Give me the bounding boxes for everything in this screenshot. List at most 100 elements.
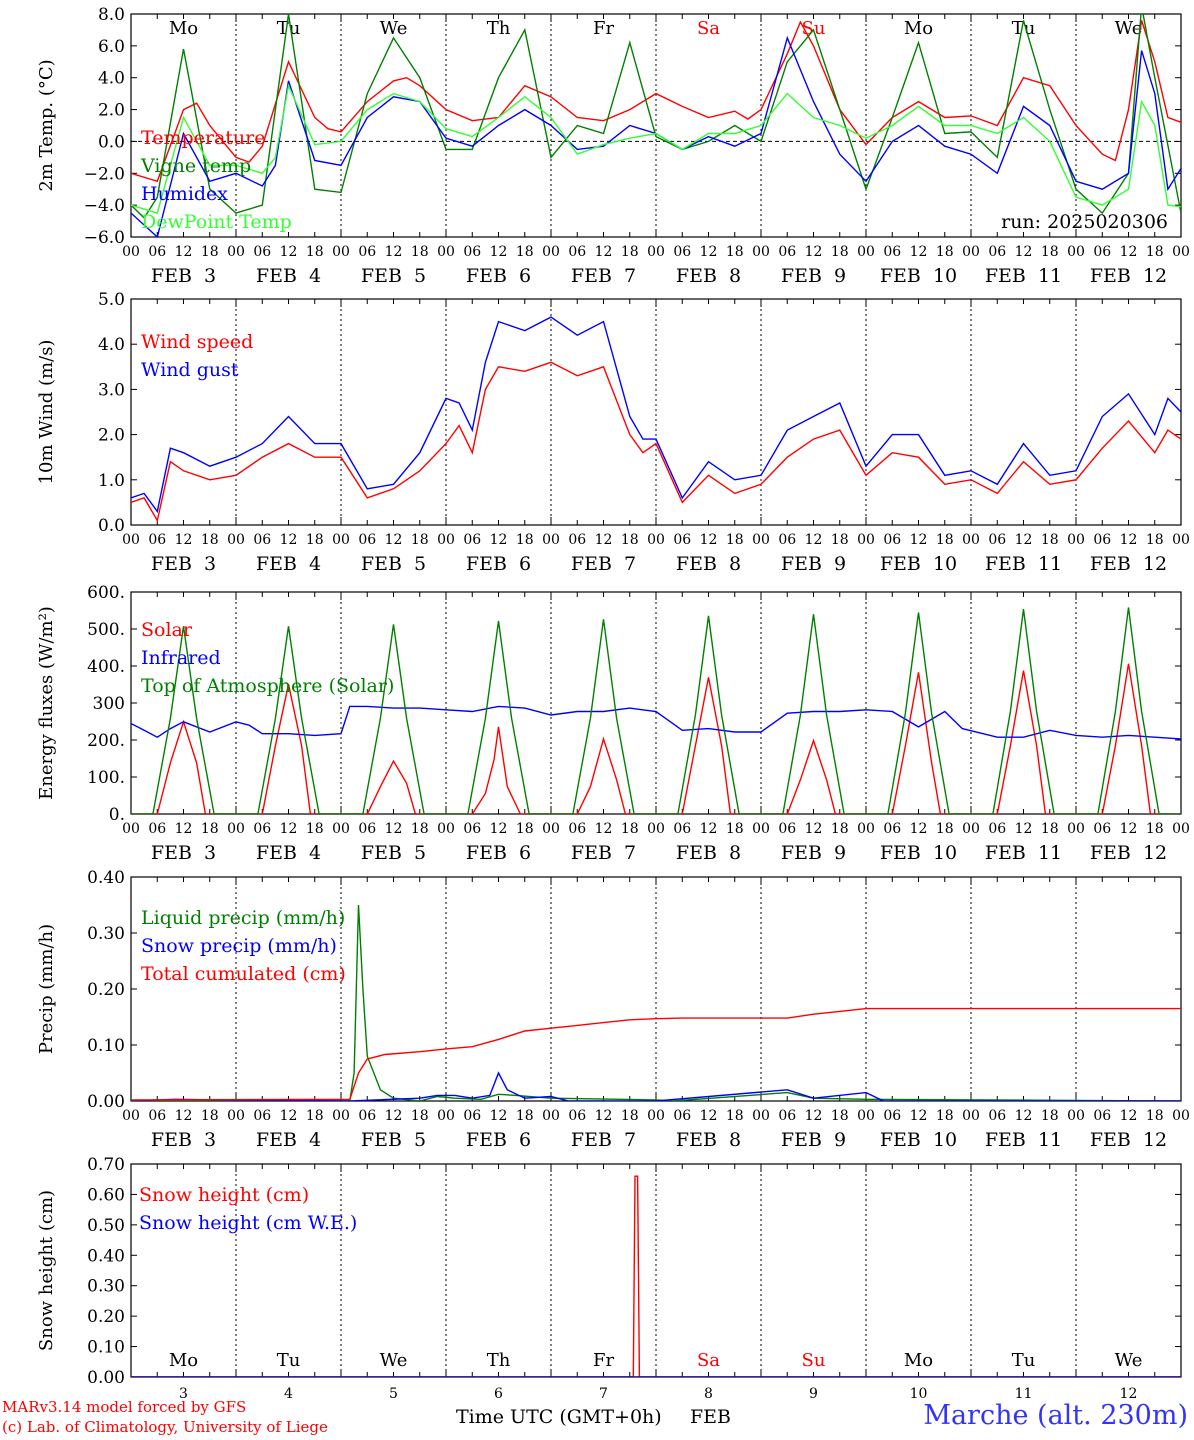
x-tick-label: 06	[673, 821, 691, 837]
x-tick-label: 06	[988, 1108, 1006, 1124]
run-annotation: run: 2025020306	[1001, 211, 1168, 233]
x-tick-label: 18	[726, 1108, 744, 1124]
x-tick-label: 06	[463, 532, 481, 548]
date-label: FEB 11	[985, 265, 1062, 287]
y-tick-label: 0.10	[87, 1036, 125, 1056]
x-tick-label: 18	[306, 532, 324, 548]
x-tick-label: 18	[516, 821, 534, 837]
y-tick-label: 2.0	[98, 101, 125, 121]
plot-frame	[130, 298, 1182, 526]
x-tick-label: 00	[752, 244, 770, 260]
legend-entry: Temperature	[141, 127, 265, 149]
x-tick-label: 12	[700, 532, 718, 548]
weekday-label: We	[1115, 18, 1143, 39]
date-label: FEB 3	[151, 1129, 216, 1151]
x-tick-label: 06	[568, 244, 586, 260]
x-tick-label: 00	[122, 532, 140, 548]
date-label: FEB 6	[466, 553, 531, 575]
y-tick-label: 100.	[87, 768, 125, 788]
day-number: 3	[179, 1386, 188, 1402]
legend-entry: Solar	[141, 619, 193, 641]
x-tick-label: 12	[280, 244, 298, 260]
date-label: FEB 7	[571, 265, 636, 287]
date-label: FEB 11	[985, 553, 1062, 575]
x-tick-label: 00	[647, 244, 665, 260]
legend-entry: Wind gust	[141, 359, 239, 381]
x-tick-label: 12	[1120, 532, 1138, 548]
x-tick-label: 18	[411, 1108, 429, 1124]
x-tick-label: 06	[253, 244, 271, 260]
y-tick-label: −4.0	[84, 196, 125, 216]
y-tick-label: 600.	[87, 583, 125, 603]
x-tick-label: 12	[910, 821, 928, 837]
weekday-label: Th	[487, 18, 511, 39]
x-tick-label: 00	[1067, 1108, 1085, 1124]
y-tick-label: 0.20	[87, 1307, 125, 1327]
x-tick-label: 18	[621, 244, 639, 260]
y-axis-label: Precip (mm/h)	[36, 924, 57, 1054]
weekday-label: We	[380, 18, 408, 39]
x-tick-label: 18	[201, 1108, 219, 1124]
x-tick-label: 00	[332, 821, 350, 837]
x-tick-label: 06	[463, 1108, 481, 1124]
date-label: FEB 6	[466, 1129, 531, 1151]
x-tick-label: 00	[857, 1108, 875, 1124]
x-tick-label: 18	[306, 1108, 324, 1124]
x-tick-label: 18	[936, 821, 954, 837]
y-tick-label: 0.00	[87, 1368, 125, 1388]
x-tick-label: 00	[752, 1108, 770, 1124]
x-tick-label: 12	[385, 244, 403, 260]
day-number: 12	[1120, 1386, 1138, 1402]
date-label: FEB 10	[880, 265, 957, 287]
x-tick-label: 12	[910, 1108, 928, 1124]
x-tick-label: 12	[910, 244, 928, 260]
x-tick-label: 18	[306, 821, 324, 837]
weekday-label: We	[380, 1350, 408, 1371]
x-tick-label: 06	[673, 532, 691, 548]
x-tick-label: 06	[883, 532, 901, 548]
x-tick-label: 06	[883, 821, 901, 837]
y-tick-label: 4.0	[98, 335, 125, 355]
x-tick-label: 00	[227, 1108, 245, 1124]
date-label: FEB 10	[880, 553, 957, 575]
date-label: FEB 7	[571, 553, 636, 575]
x-tick-label: 18	[1041, 532, 1059, 548]
x-tick-label: 00	[752, 532, 770, 548]
x-tick-label: 18	[201, 532, 219, 548]
x-tick-label: 12	[175, 821, 193, 837]
x-tick-label: 00	[332, 244, 350, 260]
y-tick-label: 300	[93, 694, 125, 714]
x-tick-label: 12	[175, 1108, 193, 1124]
x-tick-label: 06	[883, 244, 901, 260]
x-tick-label: 06	[358, 1108, 376, 1124]
x-tick-label: 12	[700, 244, 718, 260]
x-tick-label: 18	[516, 1108, 534, 1124]
x-tick-label: 00	[437, 532, 455, 548]
x-tick-label: 00	[542, 1108, 560, 1124]
x-tick-label: 00	[647, 532, 665, 548]
legend-entry: Total cumulated (cm)	[141, 963, 346, 985]
x-tick-label: 12	[595, 244, 613, 260]
weekday-label: Fr	[593, 1350, 614, 1371]
panel-5: 0.70 0.60 0.50 0.40 0.30 0.20 0.10 0.00 Snow hei…	[36, 1155, 1182, 1402]
weekday-label: Tu	[1012, 1350, 1036, 1371]
y-tick-label: 3.0	[98, 380, 125, 400]
series-line	[131, 1071, 1181, 1101]
x-tick-label: 00	[1172, 1108, 1190, 1124]
series-line	[131, 607, 1181, 814]
x-tick-label: 00	[1172, 244, 1190, 260]
series-line	[131, 1175, 1181, 1377]
x-tick-label: 12	[385, 532, 403, 548]
y-tick-label: 0.40	[87, 1246, 125, 1266]
date-label: FEB 12	[1090, 265, 1167, 287]
x-tick-label: 18	[831, 532, 849, 548]
series-line	[131, 705, 1181, 740]
x-tick-label: 06	[148, 244, 166, 260]
x-tick-label: 06	[463, 244, 481, 260]
date-label: FEB 9	[781, 1129, 846, 1151]
day-number: 10	[910, 1386, 928, 1402]
y-axis-label: 2m Temp. (°C)	[36, 59, 57, 191]
x-tick-label: 12	[1015, 1108, 1033, 1124]
date-label: FEB 12	[1090, 842, 1167, 864]
x-tick-label: 12	[1120, 821, 1138, 837]
